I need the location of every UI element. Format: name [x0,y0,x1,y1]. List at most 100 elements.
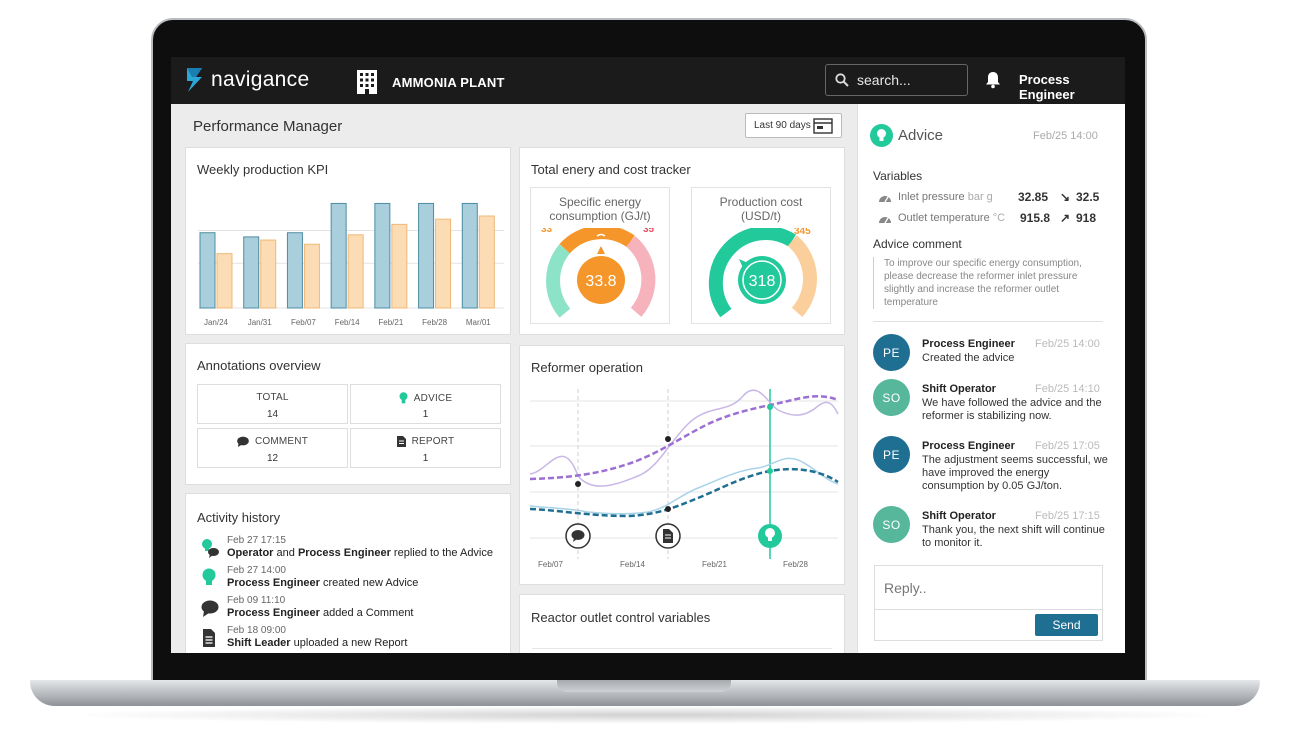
kpi-bar[interactable] [216,253,233,309]
variable-to: 32.5 [1076,190,1100,204]
total-label: TOTAL [256,392,289,403]
energy-gauge: 33 35 33.8 [541,228,656,318]
avatar[interactable]: PE [873,334,910,371]
annotations-title: Annotations overview [197,358,321,373]
advice-marker-icon[interactable] [758,524,782,548]
advice-label: ADVICE [413,392,453,404]
message-time: Feb/25 17:05 [1035,440,1100,452]
comment-marker-icon[interactable] [565,523,591,549]
report-value: 1 [422,453,429,464]
brand-name: navigance [211,68,310,91]
notifications-button[interactable] [985,71,1001,94]
search-icon [835,73,849,87]
lightbulb-icon [399,392,408,404]
plant-selector[interactable]: AMMONIA PLANT [356,69,505,95]
series-line-blue-actual [529,457,839,515]
variable-unit: bar g [967,191,993,203]
x-tick-label: Feb/21 [378,318,403,327]
kpi-bar[interactable] [243,236,260,309]
search-box[interactable] [825,64,968,96]
message-text: Thank you, the next shift will continue … [922,524,1105,549]
activity-item[interactable]: Feb 27 17:15 Operator and Process Engine… [200,535,500,565]
cost-value: 318 [749,273,776,290]
message-item: PE Process Engineer Feb/25 14:00 Created… [873,334,1113,389]
advice-value: 1 [422,409,429,420]
send-button[interactable]: Send [1035,614,1098,636]
kpi-bar[interactable] [303,243,320,309]
cost-gauge-label: Production cost (USD/t) [692,195,830,223]
kpi-bar[interactable] [391,223,408,309]
gridline [532,648,832,649]
report-annotations-tile[interactable]: REPORT 1 [350,428,501,468]
activity-text: Process Engineer added a Comment [227,607,414,619]
message-text: The adjustment seems successful, we have… [922,454,1108,492]
x-tick-label: Feb/07 [538,560,563,569]
kpi-bar[interactable] [330,202,347,309]
avatar[interactable]: SO [873,379,910,416]
kpi-bar[interactable] [418,202,435,309]
energy-label-line1: Specific energy [558,195,642,209]
activity-item[interactable]: Feb 18 09:00 Shift Leader uploaded a new… [200,625,500,653]
activity-date: Feb 18 09:00 [227,625,286,636]
avatar[interactable]: SO [873,506,910,543]
avatar[interactable]: PE [873,436,910,473]
cost-label-line1: Production cost [719,195,803,209]
top-bar: navigance AMMONIA PLANT [171,57,1125,104]
x-tick-label: Feb/28 [783,560,808,569]
activity-item[interactable]: Feb 27 14:00 Process Engineer created ne… [200,565,500,595]
kpi-bar[interactable] [435,218,452,309]
reformer-operation-card: Reformer operation [519,345,845,585]
data-point [665,436,671,442]
kpi-bar[interactable] [461,202,478,309]
advice-time: Feb/25 14:00 [1033,130,1098,142]
gauge-icon [879,196,891,203]
reply-advice-icon [202,539,219,558]
date-range-selector[interactable]: Last 90 days [745,113,842,138]
reformer-chart: Feb/07 Feb/14 Feb/21 Feb/28 [529,389,839,569]
x-tick-label: Feb/14 [620,560,645,569]
kpi-bar[interactable] [374,202,391,309]
message-time: Feb/25 17:15 [1035,510,1100,522]
user-menu[interactable]: Process Engineer [1019,72,1075,102]
comment-icon [237,436,249,447]
reactor-title: Reactor outlet control variables [531,610,711,625]
cost-max-label: 345 [794,228,811,237]
series-line-purple-trend [529,395,839,481]
message-item: SO Shift Operator Feb/25 17:15 Thank you… [873,506,1113,561]
search-input[interactable] [857,72,957,88]
message-author: Shift Operator [922,510,996,522]
advice-comment: To improve our specific energy consumpti… [873,257,1103,309]
comment-annotations-tile[interactable]: COMMENT 12 [197,428,348,468]
advice-annotations-tile[interactable]: ADVICE 1 [350,384,501,424]
comment-value: 12 [266,453,279,464]
document-icon [396,436,406,447]
variable-row: Outlet temperature °C 915.8 ↗ 918 [878,211,1108,227]
annotations-card: Annotations overview TOTAL 14 ADVICE 1 C… [185,343,511,485]
kpi-bar[interactable] [478,215,495,309]
activity-item[interactable]: Feb 09 11:10 Process Engineer added a Co… [200,595,500,625]
kpi-bar[interactable] [260,239,277,309]
variables-heading: Variables [873,169,923,183]
kpi-bar[interactable] [199,232,216,309]
weekly-kpi-title: Weekly production KPI [197,162,329,177]
total-annotations-tile[interactable]: TOTAL 14 [197,384,348,424]
plant-name: AMMONIA PLANT [392,74,505,90]
data-point [767,404,773,410]
activity-date: Feb 27 14:00 [227,565,286,576]
x-tick-label: Jan/24 [204,318,229,327]
data-point [575,481,581,487]
activity-text: Operator and Process Engineer replied to… [227,547,493,559]
comment-icon [201,600,219,617]
variable-to: 918 [1076,211,1097,225]
total-value: 14 [266,409,279,420]
kpi-bar[interactable] [347,234,364,309]
reply-input[interactable] [875,566,1102,610]
variable-unit: °C [992,212,1006,224]
kpi-bar[interactable] [286,232,303,309]
brand-logo[interactable]: navigance [185,67,309,93]
variable-name: Outlet temperature [898,212,990,224]
report-marker-icon[interactable] [655,523,681,549]
message-text: Created the advice [922,352,1015,364]
cost-label-line2: (USD/t) [741,209,781,223]
activity-text: Shift Leader uploaded a new Report [227,637,408,649]
